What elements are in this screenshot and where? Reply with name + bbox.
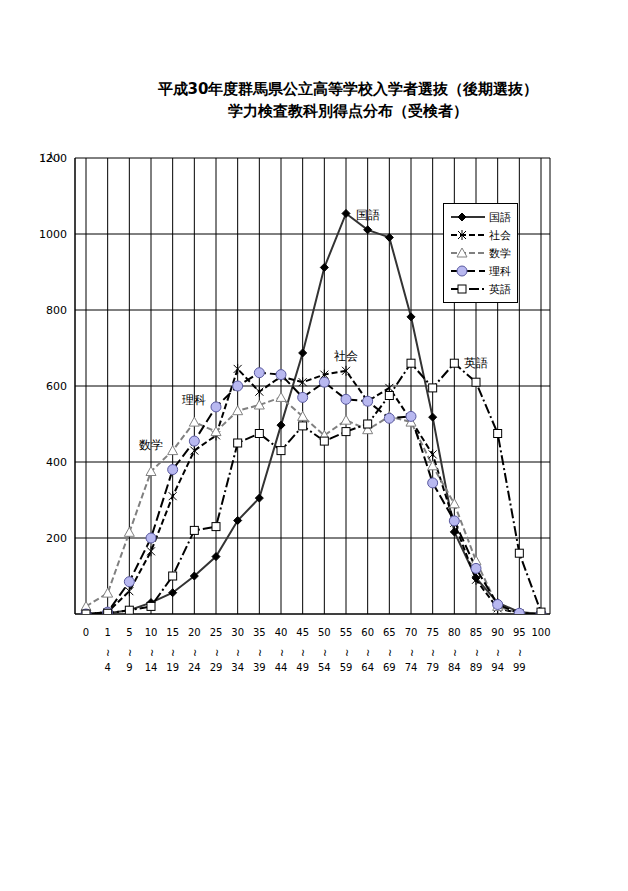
svg-text:~: ~ xyxy=(384,649,395,657)
svg-text:90: 90 xyxy=(491,627,504,638)
svg-text:20: 20 xyxy=(188,627,201,638)
svg-text:29: 29 xyxy=(210,662,223,673)
svg-text:34: 34 xyxy=(231,662,244,673)
svg-text:50: 50 xyxy=(318,627,331,638)
svg-text:1000: 1000 xyxy=(39,228,67,241)
svg-text:~: ~ xyxy=(362,649,373,657)
svg-text:800: 800 xyxy=(46,304,67,317)
svg-text:200: 200 xyxy=(46,532,67,545)
svg-text:49: 49 xyxy=(296,662,309,673)
svg-text:39: 39 xyxy=(253,662,266,673)
svg-text:30: 30 xyxy=(231,627,244,638)
svg-text:~: ~ xyxy=(319,649,330,657)
svg-text:45: 45 xyxy=(296,627,309,638)
svg-text:~: ~ xyxy=(492,649,503,657)
svg-text:5: 5 xyxy=(126,627,132,638)
svg-text:国語: 国語 xyxy=(356,208,380,222)
svg-text:1200: 1200 xyxy=(39,152,67,165)
svg-text:~: ~ xyxy=(146,649,157,657)
svg-text:75: 75 xyxy=(426,627,439,638)
svg-text:~: ~ xyxy=(427,649,438,657)
svg-text:1: 1 xyxy=(104,627,110,638)
svg-text:~: ~ xyxy=(167,649,178,657)
svg-text:社会: 社会 xyxy=(334,349,358,363)
svg-text:70: 70 xyxy=(405,627,418,638)
svg-text:40: 40 xyxy=(275,627,288,638)
svg-text:15: 15 xyxy=(166,627,179,638)
svg-text:80: 80 xyxy=(448,627,461,638)
svg-text:400: 400 xyxy=(46,456,67,469)
svg-text:99: 99 xyxy=(513,662,526,673)
svg-text:~: ~ xyxy=(471,649,482,657)
svg-text:64: 64 xyxy=(361,662,374,673)
svg-text:~: ~ xyxy=(189,649,200,657)
svg-text:0: 0 xyxy=(83,627,89,638)
svg-text:~: ~ xyxy=(254,649,265,657)
svg-text:14: 14 xyxy=(145,662,158,673)
svg-text:94: 94 xyxy=(491,662,504,673)
svg-text:英語: 英語 xyxy=(464,356,488,370)
svg-text:~: ~ xyxy=(449,649,460,657)
svg-text:~: ~ xyxy=(276,649,287,657)
svg-text:69: 69 xyxy=(383,662,396,673)
svg-text:~: ~ xyxy=(211,649,222,657)
svg-text:89: 89 xyxy=(470,662,483,673)
svg-text:79: 79 xyxy=(426,662,439,673)
svg-text:~: ~ xyxy=(406,649,417,657)
svg-text:95: 95 xyxy=(513,627,526,638)
svg-text:4: 4 xyxy=(104,662,110,673)
svg-text:19: 19 xyxy=(166,662,179,673)
svg-text:25: 25 xyxy=(210,627,223,638)
svg-text:~: ~ xyxy=(341,649,352,657)
svg-text:~: ~ xyxy=(297,649,308,657)
svg-text:数学: 数学 xyxy=(139,438,163,452)
svg-text:84: 84 xyxy=(448,662,461,673)
svg-text:54: 54 xyxy=(318,662,331,673)
svg-text:55: 55 xyxy=(340,627,353,638)
svg-text:24: 24 xyxy=(188,662,201,673)
svg-text:85: 85 xyxy=(470,627,483,638)
svg-text:60: 60 xyxy=(361,627,374,638)
svg-text:10: 10 xyxy=(145,627,158,638)
svg-text:74: 74 xyxy=(405,662,418,673)
svg-text:100: 100 xyxy=(531,627,550,638)
svg-text:~: ~ xyxy=(514,649,525,657)
svg-text:59: 59 xyxy=(340,662,353,673)
svg-text:600: 600 xyxy=(46,380,67,393)
svg-text:44: 44 xyxy=(275,662,288,673)
svg-text:理科: 理科 xyxy=(182,393,206,407)
svg-text:65: 65 xyxy=(383,627,396,638)
svg-text:~: ~ xyxy=(232,649,243,657)
svg-text:9: 9 xyxy=(126,662,132,673)
svg-text:35: 35 xyxy=(253,627,266,638)
svg-text:~: ~ xyxy=(124,649,135,657)
svg-text:~: ~ xyxy=(102,649,113,657)
